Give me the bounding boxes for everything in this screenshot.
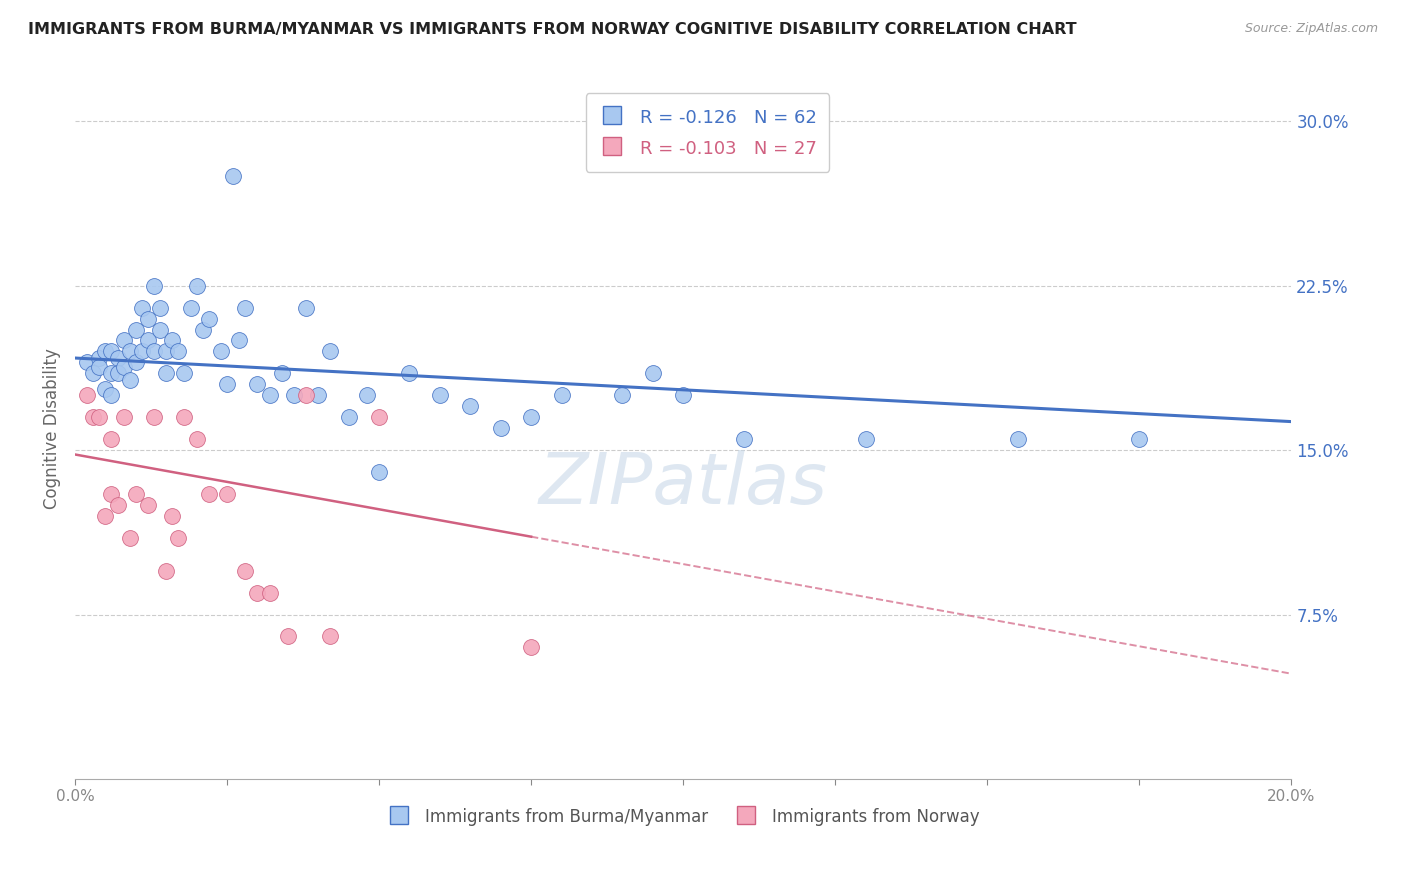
Point xyxy=(233,564,256,578)
Point xyxy=(307,388,329,402)
Point xyxy=(89,351,111,365)
Point xyxy=(550,388,572,402)
Point xyxy=(246,377,269,392)
Point xyxy=(460,399,482,413)
Text: Source: ZipAtlas.com: Source: ZipAtlas.com xyxy=(1244,22,1378,36)
Point xyxy=(136,334,159,348)
Point xyxy=(107,351,129,365)
Point xyxy=(191,322,214,336)
Point xyxy=(100,367,122,381)
Point xyxy=(233,301,256,315)
Text: ZIPatlas: ZIPatlas xyxy=(538,450,828,519)
Point xyxy=(612,388,634,402)
Point xyxy=(733,432,755,446)
Text: IMMIGRANTS FROM BURMA/MYANMAR VS IMMIGRANTS FROM NORWAY COGNITIVE DISABILITY COR: IMMIGRANTS FROM BURMA/MYANMAR VS IMMIGRA… xyxy=(28,22,1077,37)
Point xyxy=(855,432,877,446)
Point xyxy=(118,373,141,387)
Point xyxy=(368,465,391,479)
Point xyxy=(131,344,153,359)
Point xyxy=(186,432,208,446)
Point xyxy=(398,367,420,381)
Point xyxy=(82,367,104,381)
Point xyxy=(520,640,543,655)
Point xyxy=(100,432,122,446)
Point xyxy=(198,311,221,326)
Point xyxy=(167,344,190,359)
Point xyxy=(295,388,318,402)
Point xyxy=(143,410,166,425)
Point xyxy=(277,629,299,643)
Point xyxy=(82,410,104,425)
Point xyxy=(1007,432,1029,446)
Point xyxy=(209,344,232,359)
Point xyxy=(489,421,512,435)
Point xyxy=(429,388,451,402)
Point xyxy=(356,388,378,402)
Point xyxy=(162,508,184,523)
Point xyxy=(125,355,148,369)
Point xyxy=(125,322,148,336)
Point xyxy=(319,344,342,359)
Point xyxy=(155,367,177,381)
Point xyxy=(1128,432,1150,446)
Point xyxy=(118,531,141,545)
Point xyxy=(131,301,153,315)
Point xyxy=(259,585,281,599)
Point xyxy=(94,508,117,523)
Point xyxy=(107,498,129,512)
Point xyxy=(155,344,177,359)
Point xyxy=(143,278,166,293)
Point xyxy=(112,334,135,348)
Point xyxy=(173,410,195,425)
Point xyxy=(167,531,190,545)
Point xyxy=(180,301,202,315)
Point xyxy=(89,359,111,374)
Point xyxy=(100,344,122,359)
Point xyxy=(259,388,281,402)
Point xyxy=(295,301,318,315)
Point xyxy=(222,169,245,183)
Point xyxy=(76,388,98,402)
Point xyxy=(94,382,117,396)
Point xyxy=(672,388,695,402)
Point xyxy=(215,377,238,392)
Point xyxy=(149,301,172,315)
Point xyxy=(368,410,391,425)
Point xyxy=(125,487,148,501)
Point xyxy=(283,388,305,402)
Point xyxy=(94,344,117,359)
Point xyxy=(143,344,166,359)
Point xyxy=(149,322,172,336)
Point xyxy=(198,487,221,501)
Point xyxy=(76,355,98,369)
Point xyxy=(641,367,664,381)
Point xyxy=(246,585,269,599)
Point xyxy=(100,388,122,402)
Point xyxy=(155,564,177,578)
Point xyxy=(228,334,250,348)
Point xyxy=(520,410,543,425)
Legend: Immigrants from Burma/Myanmar, Immigrants from Norway: Immigrants from Burma/Myanmar, Immigrant… xyxy=(380,800,986,834)
Point xyxy=(186,278,208,293)
Point xyxy=(162,334,184,348)
Point xyxy=(136,498,159,512)
Point xyxy=(89,410,111,425)
Point xyxy=(173,367,195,381)
Point xyxy=(118,344,141,359)
Point xyxy=(337,410,360,425)
Y-axis label: Cognitive Disability: Cognitive Disability xyxy=(44,348,60,508)
Point xyxy=(100,487,122,501)
Point xyxy=(136,311,159,326)
Point xyxy=(112,410,135,425)
Point xyxy=(215,487,238,501)
Point xyxy=(107,367,129,381)
Point xyxy=(319,629,342,643)
Point xyxy=(270,367,292,381)
Point xyxy=(112,359,135,374)
